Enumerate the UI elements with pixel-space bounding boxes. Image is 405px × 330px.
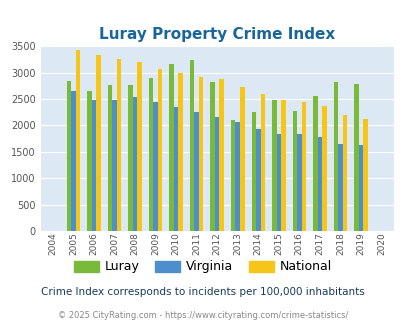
Bar [280, 100, 285, 231]
Bar [169, 64, 173, 231]
Bar [342, 115, 346, 231]
Title: Luray Property Crime Index: Luray Property Crime Index [99, 27, 335, 42]
Bar [312, 96, 317, 231]
Bar [87, 91, 92, 231]
Bar [214, 117, 219, 231]
Bar [158, 69, 162, 231]
Bar [198, 77, 203, 231]
Bar [296, 134, 301, 231]
Bar [132, 97, 137, 231]
Bar [194, 112, 198, 231]
Bar [362, 119, 367, 231]
Bar [256, 129, 260, 231]
Text: Crime Index corresponds to incidents per 100,000 inhabitants: Crime Index corresponds to incidents per… [41, 287, 364, 297]
Bar [353, 84, 358, 231]
Bar [321, 106, 326, 231]
Bar [149, 78, 153, 231]
Bar [153, 102, 158, 231]
Bar [337, 145, 342, 231]
Bar [173, 108, 178, 231]
Bar [92, 100, 96, 231]
Bar [96, 55, 100, 231]
Bar [190, 60, 194, 231]
Bar [271, 100, 276, 231]
Bar [317, 137, 321, 231]
Bar [292, 111, 296, 231]
Bar [219, 79, 224, 231]
Bar [112, 100, 117, 231]
Bar [178, 73, 183, 231]
Bar [260, 94, 264, 231]
Bar [230, 120, 235, 231]
Bar [117, 59, 121, 231]
Bar [276, 134, 280, 231]
Bar [358, 145, 362, 231]
Bar [71, 90, 75, 231]
Bar [251, 112, 256, 231]
Bar [235, 122, 239, 231]
Bar [301, 102, 305, 231]
Legend: Luray, Virginia, National: Luray, Virginia, National [69, 255, 336, 279]
Bar [137, 61, 141, 231]
Bar [128, 85, 132, 231]
Bar [239, 87, 244, 231]
Bar [75, 50, 80, 231]
Bar [210, 82, 214, 231]
Bar [333, 82, 337, 231]
Bar [107, 85, 112, 231]
Text: © 2025 CityRating.com - https://www.cityrating.com/crime-statistics/: © 2025 CityRating.com - https://www.city… [58, 311, 347, 320]
Bar [66, 81, 71, 231]
